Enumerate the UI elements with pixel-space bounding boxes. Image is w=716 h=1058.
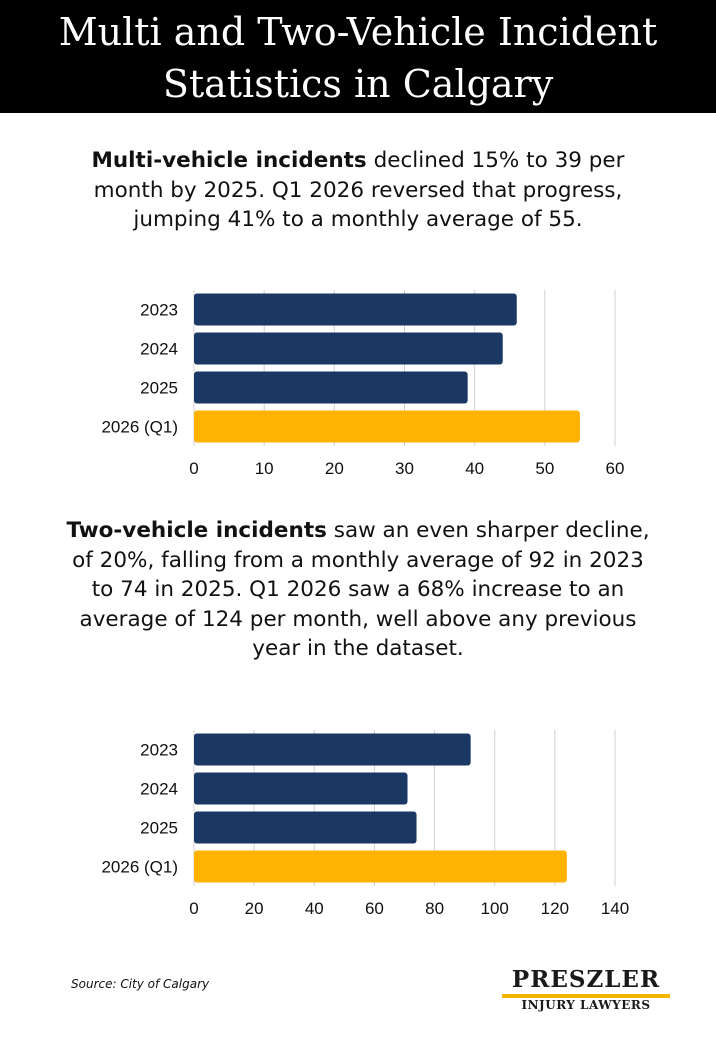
tick-label-4: 80 bbox=[425, 899, 444, 918]
title-line-2: Statistics in Calgary bbox=[162, 62, 554, 106]
page-title: Multi and Two-Vehicle Incident Statistic… bbox=[0, 6, 716, 110]
category-label-0: 2023 bbox=[140, 741, 178, 760]
two-vehicle-text: saw an even sharper decline, of 20%, fal… bbox=[72, 518, 650, 661]
logo-subtitle: INJURY LAWYERS bbox=[521, 998, 651, 1012]
category-label-1: 2024 bbox=[140, 340, 178, 359]
tick-label-7: 140 bbox=[601, 899, 629, 918]
tick-label-6: 120 bbox=[541, 899, 569, 918]
tick-label-4: 40 bbox=[465, 459, 484, 478]
tick-label-1: 10 bbox=[255, 459, 274, 478]
category-label-3: 2026 (Q1) bbox=[101, 858, 178, 877]
title-line-1: Multi and Two-Vehicle Incident bbox=[58, 10, 658, 54]
tick-label-0: 0 bbox=[189, 899, 198, 918]
logo-name: PRESZLER bbox=[511, 966, 661, 993]
two-vehicle-chart: 2023 2024 2025 2026 (Q1) 0 20 40 60 80 100 120 140 bbox=[101, 730, 629, 918]
category-label-2: 2025 bbox=[140, 819, 178, 838]
tick-label-1: 20 bbox=[245, 899, 264, 918]
bar-2 bbox=[194, 811, 417, 844]
multi-vehicle-chart: 2023 2024 2025 2026 (Q1) 0 10 20 30 40 50 60 bbox=[101, 290, 625, 478]
two-vehicle-description: Two-vehicle incidents saw an even sharpe… bbox=[60, 516, 656, 664]
bar-2 bbox=[194, 371, 468, 404]
multi-vehicle-text: declined 15% to 39 per month by 2025. Q1… bbox=[93, 148, 625, 232]
tick-label-2: 40 bbox=[305, 899, 324, 918]
tick-label-6: 60 bbox=[606, 459, 625, 478]
multi-vehicle-description: Multi-vehicle incidents declined 15% to … bbox=[60, 146, 656, 235]
tick-label-3: 60 bbox=[365, 899, 384, 918]
source-note: Source: City of Calgary bbox=[71, 977, 210, 991]
header-banner: Multi and Two-Vehicle Incident Statistic… bbox=[0, 0, 716, 113]
tick-label-0: 0 bbox=[189, 459, 198, 478]
category-label-2: 2025 bbox=[140, 379, 178, 398]
tick-label-2: 20 bbox=[325, 459, 344, 478]
bar-3 bbox=[194, 410, 580, 443]
bar-0 bbox=[194, 733, 471, 766]
category-label-1: 2024 bbox=[140, 780, 178, 799]
two-vehicle-heading: Two-vehicle incidents bbox=[66, 518, 327, 543]
preszler-logo: PRESZLER INJURY LAWYERS bbox=[500, 966, 672, 1014]
bar-1 bbox=[194, 772, 408, 805]
bar-3 bbox=[194, 850, 567, 883]
category-label-3: 2026 (Q1) bbox=[101, 418, 178, 437]
tick-label-5: 100 bbox=[481, 899, 509, 918]
tick-label-5: 50 bbox=[535, 459, 554, 478]
logo-underline bbox=[502, 994, 670, 998]
bar-0 bbox=[194, 293, 517, 326]
category-label-0: 2023 bbox=[140, 301, 178, 320]
multi-vehicle-heading: Multi-vehicle incidents bbox=[91, 148, 367, 173]
bar-1 bbox=[194, 332, 503, 365]
tick-label-3: 30 bbox=[395, 459, 414, 478]
